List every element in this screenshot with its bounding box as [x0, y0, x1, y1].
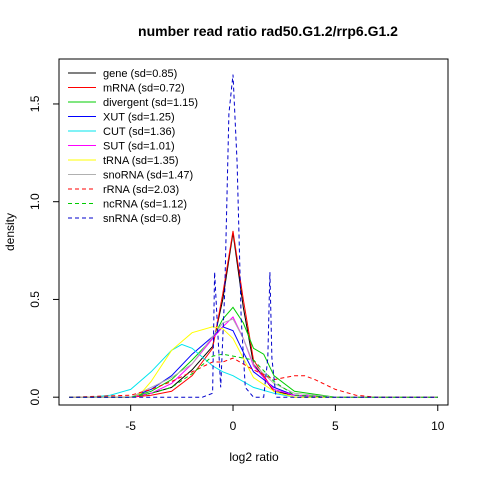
- legend-label-3: XUT (sd=1.25): [103, 112, 175, 124]
- series-line-2: [69, 306, 438, 398]
- legend-label-7: snoRNA (sd=1.47): [103, 170, 193, 182]
- chart-title: number read ratio rad50.G1.2/rrp6.G1.2: [138, 23, 398, 39]
- series-line-4: [69, 343, 438, 398]
- legend-label-9: ncRNA (sd=1.12): [103, 199, 187, 211]
- x-tick-label-0: -5: [125, 419, 136, 433]
- y-tick-label-3: 1.5: [28, 95, 42, 112]
- x-tick-label-3: 10: [431, 419, 445, 433]
- legend-label-0: gene (sd=0.85): [103, 68, 177, 80]
- legend-label-8: rRNA (sd=2.03): [103, 184, 179, 196]
- y-tick-label-2: 1.0: [28, 193, 42, 210]
- legend-label-5: SUT (sd=1.01): [103, 141, 175, 153]
- legend-label-4: CUT (sd=1.36): [103, 126, 175, 138]
- y-axis-label: density: [3, 213, 17, 251]
- series-line-5: [69, 316, 438, 398]
- x-tick-label-2: 5: [332, 419, 339, 433]
- series-line-9: [69, 353, 438, 398]
- x-tick-label-1: 0: [230, 419, 237, 433]
- y-tick-label-1: 0.5: [28, 291, 42, 308]
- x-axis-label: log2 ratio: [229, 450, 279, 464]
- y-tick-label-0: 0.0: [28, 389, 42, 406]
- legend: gene (sd=0.85) mRNA (sd=0.72) divergent (s…: [68, 68, 198, 225]
- series-line-6: [69, 326, 438, 398]
- series-line-8: [69, 357, 438, 398]
- axis-layer: -5 0 5 10 0.0 0.5 1.0 1.5: [28, 95, 445, 433]
- series-line-10: [69, 74, 438, 398]
- legend-label-1: mRNA (sd=0.72): [103, 83, 185, 95]
- series-line-7: [69, 318, 438, 398]
- legend-label-6: tRNA (sd=1.35): [103, 155, 179, 167]
- legend-label-10: snRNA (sd=0.8): [103, 213, 181, 225]
- legend-label-2: divergent (sd=1.15): [103, 97, 198, 109]
- series-layer: [69, 74, 438, 398]
